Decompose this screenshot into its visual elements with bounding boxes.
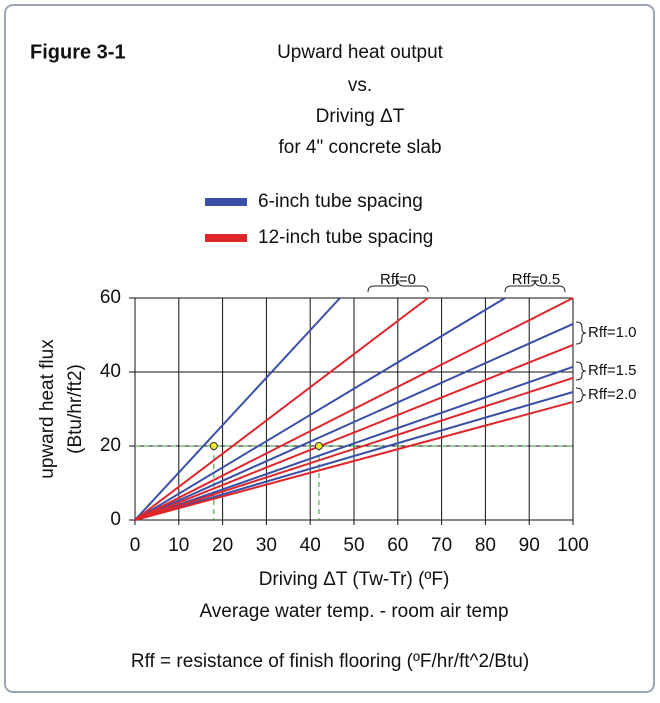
- brace: [575, 361, 587, 381]
- annotation: Rff=1.0: [588, 324, 637, 341]
- brace: [575, 321, 587, 345]
- series-line: [134, 297, 506, 521]
- series-line: [134, 344, 574, 521]
- legend-swatch: [205, 234, 247, 242]
- series-line: [134, 297, 574, 521]
- y-axis-label: (Btu/hr/ft2): [65, 364, 86, 454]
- legend-label: 12-inch tube spacing: [258, 227, 433, 248]
- x-tick-label: 20: [212, 535, 233, 556]
- series-line: [134, 401, 574, 521]
- x-tick-label: 80: [475, 535, 496, 556]
- y-tick-label: 60: [100, 287, 121, 308]
- x-axis-label: Driving ΔT (Tw-Tr) (ºF): [259, 569, 450, 590]
- x-axis-label: Average water temp. - room air temp: [199, 601, 508, 622]
- brace: [367, 279, 429, 293]
- chart-title: Upward heat output: [277, 42, 444, 63]
- legend-label: 6-inch tube spacing: [258, 191, 423, 212]
- y-axis-label: upward heat flux: [37, 339, 58, 479]
- brace: [575, 387, 587, 403]
- series-line: [134, 297, 341, 521]
- figure-label: Figure 3-1: [30, 41, 126, 63]
- x-tick-label: 10: [168, 535, 189, 556]
- x-tick-label: 100: [557, 535, 589, 556]
- series-line: [134, 391, 574, 521]
- marker: [209, 442, 218, 450]
- y-tick-label: 0: [110, 509, 121, 530]
- marker: [314, 442, 323, 450]
- x-tick-label: 0: [130, 535, 141, 556]
- brace: [504, 279, 566, 293]
- annotation: Rff=1.5: [588, 362, 637, 379]
- x-tick-label: 40: [300, 535, 321, 556]
- annotation: Rff=0: [380, 271, 416, 288]
- series-line: [134, 376, 574, 521]
- footnote: Rff = resistance of finish flooring (ºF/…: [131, 651, 529, 672]
- x-tick-label: 50: [343, 535, 364, 556]
- series-line: [134, 297, 429, 521]
- chart-title: Driving ΔT: [316, 106, 405, 127]
- annotation: Rff=2.0: [588, 386, 637, 403]
- chart-title: vs.: [348, 75, 372, 96]
- legend-swatch: [205, 198, 247, 206]
- y-tick-label: 20: [100, 435, 121, 456]
- y-tick-label: 40: [100, 361, 121, 382]
- series-line: [134, 322, 574, 521]
- x-tick-label: 70: [431, 535, 452, 556]
- annotation: Rff=0.5: [512, 271, 561, 288]
- x-tick-label: 30: [256, 535, 277, 556]
- series-line: [134, 365, 574, 521]
- x-tick-label: 60: [387, 535, 408, 556]
- x-tick-label: 90: [519, 535, 540, 556]
- chart-title: for 4" concrete slab: [278, 137, 441, 158]
